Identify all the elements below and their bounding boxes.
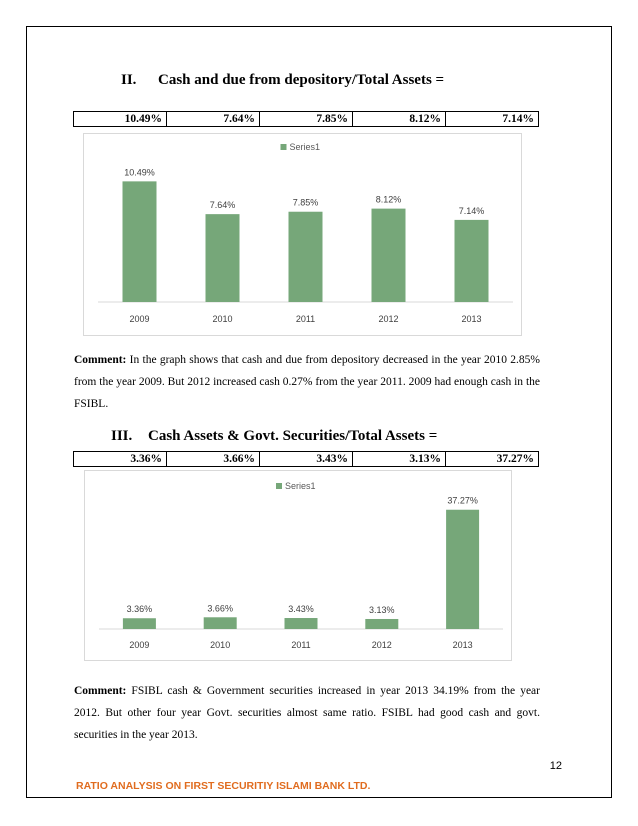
category-label: 2013 (453, 640, 473, 650)
section-title: Cash Assets & Govt. Securities/Total Ass… (148, 428, 438, 444)
bar (288, 211, 323, 302)
table-cell: 3.13% (353, 452, 446, 466)
section-number: III. (111, 428, 133, 444)
bar (205, 214, 240, 302)
table-cell: 7.85% (260, 112, 353, 126)
table-cell: 37.27% (496, 453, 534, 465)
bar (284, 618, 318, 629)
bar (203, 617, 237, 629)
data-label: 3.13% (369, 605, 395, 615)
category-label: 2012 (372, 640, 392, 650)
category-label: 2011 (296, 314, 315, 324)
category-label: 2009 (129, 314, 149, 324)
data-label: 3.66% (207, 603, 233, 613)
bar-chart: Series1 3.36% 2009 3.66% 2010 3.43% 2011 3.13% 2… (84, 470, 512, 661)
legend-swatch (276, 483, 282, 489)
data-label: 10.49% (124, 167, 155, 177)
comment-label: Comment: (74, 354, 127, 366)
data-label: 8.12% (376, 195, 402, 205)
section-heading: II. Cash and due from depository/Total As… (121, 72, 444, 89)
page-border (26, 26, 612, 798)
table-cell: 8.12% (353, 112, 446, 126)
value-table: 10.49% 7.64% 7.85% 8.12% 7.14% (73, 111, 539, 127)
legend-swatch (280, 144, 287, 150)
comment-text: In the graph shows that cash and due fro… (74, 354, 540, 410)
table-cell: 3.43% (260, 452, 353, 466)
section-title: Cash and due from depository/Total Asset… (158, 72, 445, 88)
category-label: 2009 (129, 640, 149, 650)
table-cell: 3.36% (74, 452, 167, 466)
bar (122, 618, 156, 629)
category-label: 2011 (291, 640, 310, 650)
comment-text: FSIBL cash & Government securities incre… (74, 685, 540, 741)
data-label: 3.43% (288, 604, 314, 614)
bar (446, 509, 480, 629)
data-label: 37.27% (447, 496, 478, 506)
comment-paragraph: Comment: FSIBL cash & Government securit… (74, 680, 540, 746)
bar-chart: Series1 10.49% 2009 7.64% 2010 7.85% 2011 8.12%… (83, 133, 522, 336)
bar (122, 181, 157, 302)
chart-svg: Series1 10.49% 2009 7.64% 2010 7.85% 2011 8.12%… (98, 142, 513, 324)
bar (454, 219, 489, 302)
category-label: 2010 (210, 640, 230, 650)
section-number: II. (121, 72, 137, 88)
category-label: 2010 (212, 314, 232, 324)
footer-title: RATIO ANALYSIS ON FIRST SECURITIY ISLAMI… (76, 780, 371, 792)
table-cell: 7.14% (502, 113, 534, 125)
table-cell: 10.49% (74, 112, 167, 126)
data-label: 7.64% (210, 200, 236, 210)
bar (371, 208, 406, 302)
table-cell: 7.64% (167, 112, 260, 126)
bar (365, 618, 399, 629)
legend-label: Series1 (285, 481, 316, 491)
data-label: 3.36% (127, 604, 153, 614)
chart-svg: Series1 3.36% 2009 3.66% 2010 3.43% 2011 3.13% 2… (99, 481, 503, 650)
category-label: 2013 (461, 314, 481, 324)
comment-paragraph: Comment: In the graph shows that cash an… (74, 349, 540, 415)
data-label: 7.85% (293, 198, 319, 208)
page-number: 12 (549, 760, 562, 772)
legend-label: Series1 (290, 142, 321, 152)
category-label: 2012 (378, 314, 398, 324)
comment-label: Comment: (74, 685, 127, 697)
section-heading: III. Cash Assets & Govt. Securities/Total… (111, 428, 437, 445)
data-label: 7.14% (459, 206, 485, 216)
value-table: 3.36% 3.66% 3.43% 3.13% 37.27% (73, 451, 539, 467)
table-cell: 3.66% (167, 452, 260, 466)
